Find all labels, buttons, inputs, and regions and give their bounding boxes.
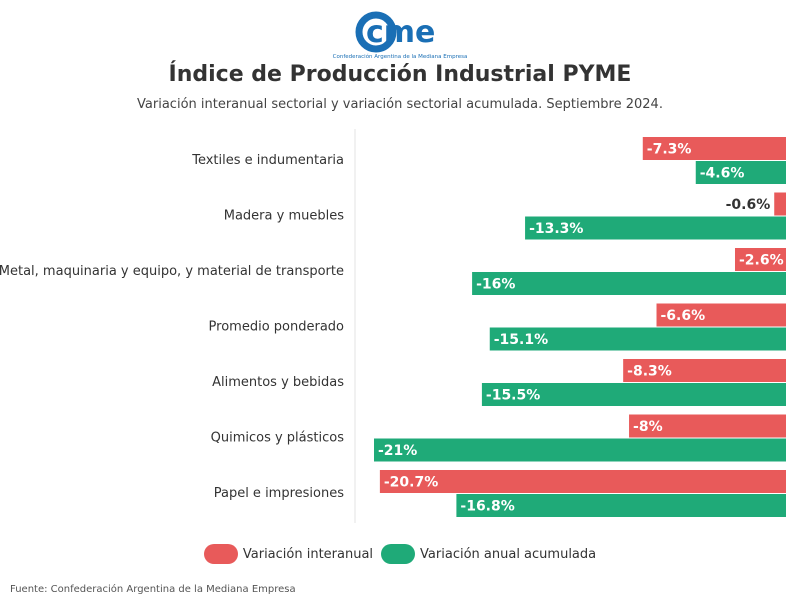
bar-interanual [656, 303, 786, 327]
bar-value-label: -15.5% [486, 388, 540, 404]
bar-acumulada [472, 272, 786, 295]
bar-interanual [774, 192, 786, 216]
bar-acumulada [456, 494, 786, 517]
bar-interanual [629, 414, 786, 438]
legend-swatch-acumulada [381, 544, 416, 564]
bar-acumulada [374, 438, 786, 462]
chart-subtitle: Variación interanual sectorial y variaci… [137, 97, 663, 112]
bar-value-label: -6.6% [661, 308, 706, 324]
category-label: Textiles e indumentaria [191, 153, 344, 168]
bar-acumulada [695, 161, 786, 184]
bar-value-label: -16% [476, 277, 515, 293]
chart-title: Índice de Producción Industrial PYME [168, 62, 632, 87]
bar-value-label: -15.1% [494, 332, 548, 348]
category-label: Promedio ponderado [209, 320, 344, 335]
legend-label-acumulada: Variación anual acumulada [420, 546, 597, 562]
bar-value-label: -4.6% [700, 166, 745, 182]
bar-value-label: -0.6% [726, 197, 771, 213]
bar-value-label: -8.3% [627, 364, 672, 380]
bar-acumulada [481, 383, 786, 406]
bar-chart: Textiles e indumentaria -7.3% -4.6% Madera … [0, 129, 786, 523]
legend-item-interanual[interactable]: Variación interanual [203, 544, 374, 564]
bar-value-label: -2.6% [739, 253, 784, 269]
legend-item-acumulada[interactable]: Variación anual acumulada [381, 544, 596, 564]
source-note: Fuente: Confederación Argentina de la Me… [10, 584, 296, 595]
bar-acumulada [489, 327, 786, 351]
bar-interanual [379, 470, 786, 493]
bar-value-label: -7.3% [647, 142, 692, 158]
bar-interanual [642, 137, 786, 160]
category-label: Metal, maquinaria y equipo, y material d… [0, 264, 344, 279]
came-logo: cme Confederación Argentina de la Median… [320, 10, 480, 62]
bar-value-label: -16.8% [460, 499, 514, 515]
legend-swatch-interanual [203, 544, 238, 564]
bar-interanual [734, 248, 786, 271]
bar-acumulada [525, 216, 786, 240]
bar-value-label: -20.7% [384, 475, 438, 491]
logo-caption: Confederación Argentina de la Mediana Em… [333, 53, 468, 60]
bar-value-label: -13.3% [529, 221, 583, 237]
category-label: Papel e impresiones [214, 486, 345, 501]
logo-wordmark: cme [366, 15, 435, 50]
legend-label-interanual: Variación interanual [242, 546, 374, 562]
logo-c-ring [355, 11, 397, 53]
bar-value-label: -21% [378, 443, 417, 459]
bar-interanual [623, 359, 786, 382]
legend: Variación interanual Variación anual acu… [0, 544, 800, 564]
category-label: Quimicos y plásticos [211, 431, 345, 446]
category-label: Madera y muebles [224, 209, 344, 224]
bar-value-label: -8% [633, 419, 663, 435]
category-label: Alimentos y bebidas [212, 375, 344, 390]
